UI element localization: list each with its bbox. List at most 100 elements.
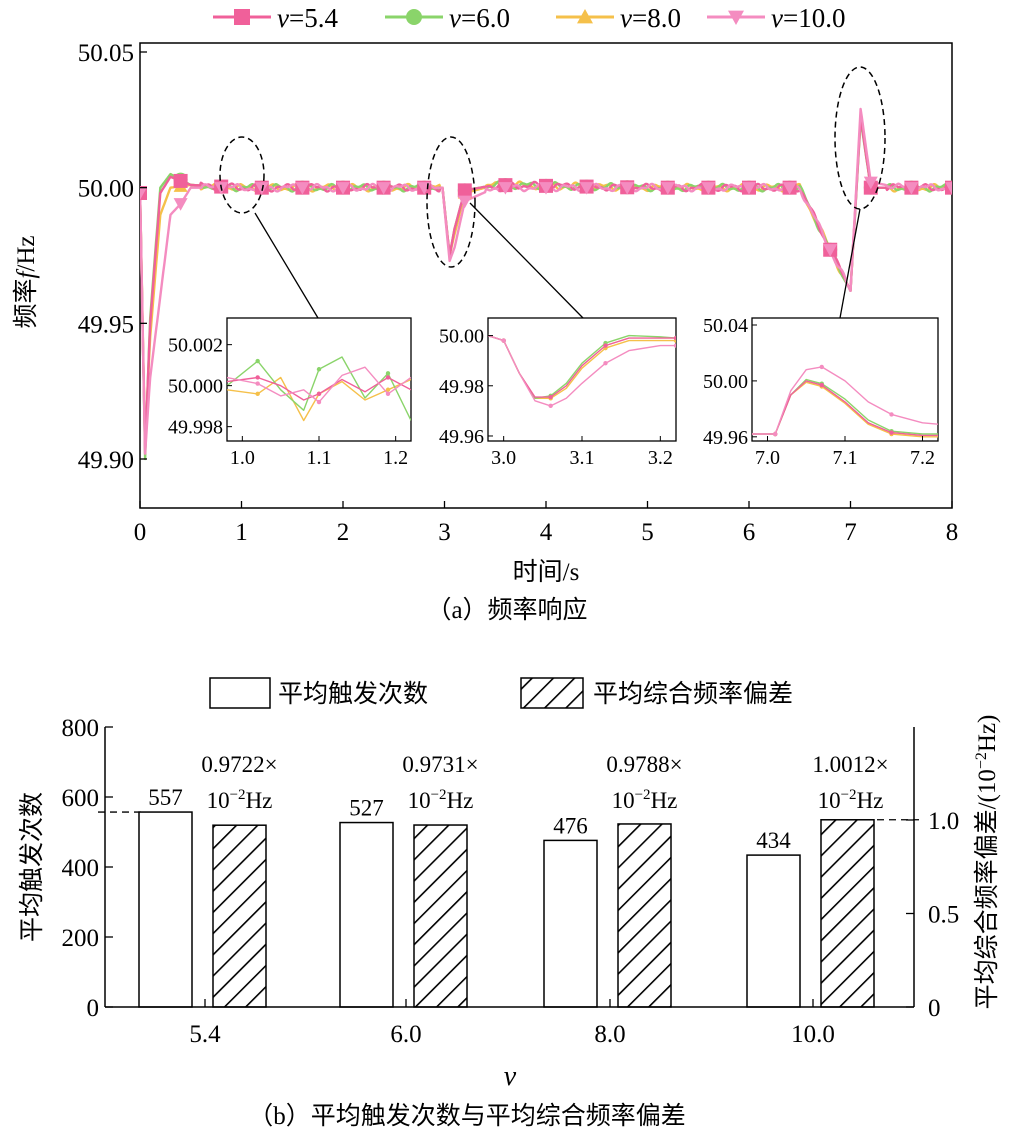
- inset-1-line-3: [488, 334, 676, 407]
- x-tick-label-a-1: 1: [235, 519, 248, 546]
- bar-count-label-0: 557: [148, 785, 183, 810]
- inset-1-point-3-1: [501, 338, 506, 343]
- bar-dev-label-unit-0: Hz: [246, 788, 273, 813]
- series-marker-a-3-3: [254, 182, 269, 195]
- series-marker-a-3-15: [742, 182, 756, 195]
- legend-b-dev-swatch: [520, 677, 584, 709]
- y-tick-label-b-left-2: 400: [62, 855, 100, 882]
- inset-0-y-tick-label-0: 50.002: [168, 335, 223, 357]
- legend-a-label-3: ν=10.0: [771, 3, 845, 33]
- legend-a-marker-2: [577, 9, 593, 24]
- legend-a-symbol-3: ν: [771, 3, 783, 33]
- bar-count-1: [339, 821, 394, 1008]
- series-marker-a-3-0: [140, 187, 147, 200]
- legend-a-label-0: ν=5.4: [277, 3, 338, 33]
- inset-0-point-2-7: [385, 387, 391, 392]
- inset-1-point-0-7: [603, 343, 608, 348]
- y-tick-label-b-right-1: 0.5: [928, 902, 959, 929]
- bar-dev-label-base-1: 10: [408, 788, 431, 813]
- inset-1-point-3-7: [603, 360, 608, 366]
- legend-a-symbol-1: ν: [449, 3, 461, 33]
- legend-a-value-2: =8.0: [632, 3, 681, 33]
- series-marker-a-3-5: [336, 182, 350, 195]
- x-tick-label-b-2: 8.0: [594, 1021, 625, 1048]
- x-tick-label-a-7: 7: [844, 519, 857, 546]
- inset-2-point-0-4: [819, 382, 824, 388]
- inset-1: 3.0 3.1 3.2 50.00 49.98 49.96: [439, 317, 677, 469]
- inset-2-line-0: [752, 380, 938, 437]
- x-tick-label-a-3: 3: [438, 519, 451, 546]
- bar-dev-label-line1-2: 0.9788×: [606, 752, 682, 777]
- bar-count-2: [543, 839, 598, 1008]
- x-tick-label-a-5: 5: [641, 519, 654, 546]
- legend-b-count-label: 平均触发次数: [278, 680, 428, 708]
- bar-dev-label-line1-0: 0.9722×: [201, 752, 277, 777]
- series-marker-a-3-12: [620, 182, 635, 195]
- bar-dev-label-exp-2: −2: [635, 787, 651, 803]
- inset-frame-2: [751, 317, 939, 442]
- legend-a-marker-1: [406, 9, 422, 25]
- inset-0-x-tick-label-2: 1.2: [383, 447, 408, 469]
- bar-dev-label-line2-3: 10−2Hz: [818, 787, 884, 813]
- axes-a: 0 1 2 3 4 5 6 7 8 49.90 49.95 50.00 50.05: [78, 40, 959, 546]
- zoom-ellipse-1: [219, 136, 265, 214]
- series-marker-a-3-1: [173, 198, 188, 211]
- bar-dev-label-unit-3: Hz: [857, 788, 884, 813]
- x-tick-label-a-4: 4: [540, 519, 553, 546]
- inset-lines-1: [488, 334, 676, 409]
- y-tick-label-b-left-0: 0: [87, 995, 100, 1022]
- x-axis-label-b: ν: [504, 1061, 517, 1092]
- legend-a-label-1: ν=6.0: [449, 3, 510, 33]
- series-marker-a-3-19: [904, 182, 919, 195]
- series-marker-a-3-16: [782, 182, 797, 195]
- zoom-ellipse-2: [426, 136, 476, 268]
- inset-0-point-0-1: [255, 375, 260, 380]
- legend-b-count-swatch: [209, 677, 271, 709]
- inset-0-point-1-4: [316, 367, 322, 372]
- inset-2-point-3-7: [889, 412, 894, 417]
- series-marker-a-0-1: [173, 173, 188, 188]
- legend-a-marker-0: [234, 9, 250, 25]
- series-marker-a-3-8: [457, 195, 472, 209]
- y-axis-label-a: 频率f/Hz: [12, 235, 40, 328]
- x-tick-label-a-6: 6: [743, 519, 756, 546]
- inset-1-x-tick-label-2: 3.2: [648, 447, 673, 469]
- zoom-connector-2: [469, 202, 584, 319]
- inset-0-y-tick-label-2: 49.998: [168, 417, 223, 439]
- inset-2-x-tick-label-0: 7.0: [755, 447, 780, 469]
- legend-a-value-0: =5.4: [289, 3, 338, 33]
- inset-0-y-tick-label-1: 50.000: [168, 376, 223, 398]
- series-marker-a-3-6: [376, 182, 391, 195]
- inset-1-y-tick-label-1: 49.98: [439, 376, 484, 398]
- inset-0-point-1-7: [385, 371, 391, 376]
- legend-a-label-2: ν=8.0: [620, 3, 681, 33]
- inset-1-point-3-4: [548, 403, 553, 409]
- legend-a-symbol-0: ν: [277, 3, 289, 33]
- inset-0-point-0-7: [385, 375, 391, 380]
- zoom-connector-3: [839, 208, 861, 319]
- series-marker-a-3-10: [539, 182, 553, 195]
- y-axis-label-b-left: 平均触发次数: [18, 792, 46, 942]
- inset-2: 7.0 7.1 7.2 50.04 50.00 49.96: [703, 315, 939, 469]
- series-marker-a-3-13: [660, 182, 675, 195]
- series-marker-a-3-11: [579, 182, 594, 195]
- y-tick-label-b-left-1: 200: [62, 925, 100, 952]
- x-tick-label-a-0: 0: [134, 519, 147, 546]
- insets: 1.0 1.1 1.2 50.002 50.000 49.998 3.0 3.1 3.2 50.0…: [168, 315, 939, 469]
- y-tick-label-b-right-0: 0: [928, 995, 941, 1022]
- series-marker-a-3-14: [701, 182, 716, 195]
- y-tick-label-a-3: 50.05: [78, 40, 134, 67]
- bar-chart-b: 0 200 400 600 800 0 0.5 1.0 5.4 6.0 8.0 10.0 557 527 4…: [62, 715, 960, 1048]
- bar-dev-label-base-0: 10: [207, 788, 230, 813]
- bar-dev-label-exp-0: −2: [230, 787, 246, 803]
- bar-count-0: [138, 811, 193, 1008]
- y-tick-label-a-0: 49.90: [78, 447, 134, 474]
- inset-0: 1.0 1.1 1.2 50.002 50.000 49.998: [168, 317, 412, 469]
- bar-dev-label-unit-1: Hz: [447, 788, 474, 813]
- bar-dev-3: [820, 819, 875, 1008]
- y-tick-label-a-2: 50.00: [78, 176, 134, 203]
- y-tick-label-b-left-4: 800: [62, 715, 100, 742]
- bar-dev-0: [212, 824, 267, 1008]
- inset-1-point-0-10: [673, 335, 676, 341]
